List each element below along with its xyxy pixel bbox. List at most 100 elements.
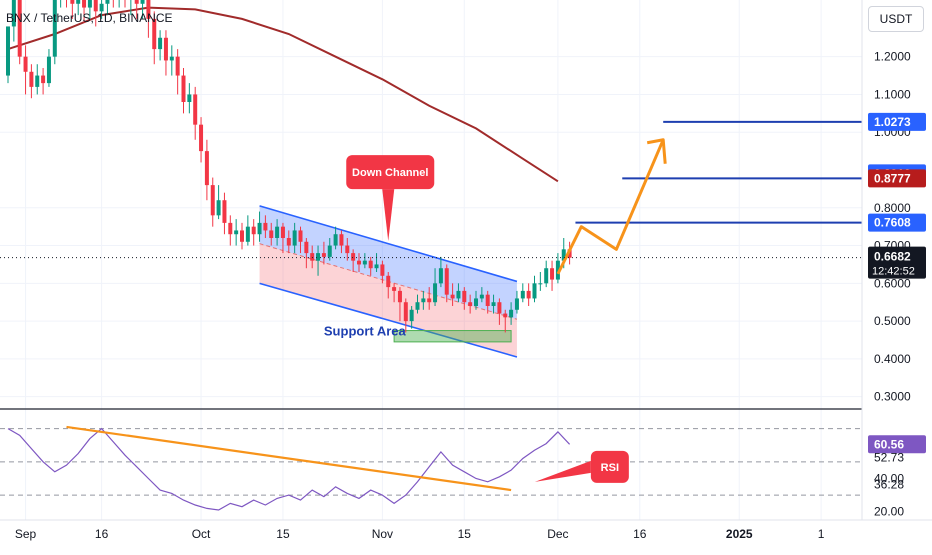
candle-body xyxy=(210,185,215,216)
candle-body xyxy=(555,260,560,280)
candle-body xyxy=(99,3,104,12)
projection-arrowhead xyxy=(646,138,667,164)
candles xyxy=(6,0,572,333)
time-tick-label: 1 xyxy=(818,527,825,541)
candle-body xyxy=(134,0,139,4)
candle-body xyxy=(269,230,274,238)
candle-body xyxy=(386,275,391,288)
candle-body xyxy=(310,253,315,261)
candle-body xyxy=(152,18,157,50)
candle-body xyxy=(23,56,28,72)
candle-body xyxy=(491,302,496,306)
price-tick-label: 0.8000 xyxy=(874,201,911,215)
candle-body xyxy=(550,268,555,280)
candle-body xyxy=(193,94,198,125)
candle-body xyxy=(199,124,204,152)
candle-body xyxy=(456,290,461,299)
candle-body xyxy=(292,230,297,246)
candle-body xyxy=(146,0,151,19)
price-tag-bg xyxy=(868,169,926,188)
candle-body xyxy=(333,234,338,246)
time-tick-label: Oct xyxy=(192,527,211,541)
candle-body xyxy=(526,290,531,299)
candle-body xyxy=(204,151,209,186)
drawing-overlays: Down Channel Support Area xyxy=(0,120,862,338)
candle-body xyxy=(479,294,484,299)
candle-body xyxy=(41,75,46,84)
time-axis[interactable]: Sep 16 Oct 15 Nov 15 Dec 16 2025 1 xyxy=(0,519,932,541)
candle-body xyxy=(29,71,34,87)
candle-body xyxy=(316,253,321,261)
candle-body xyxy=(561,249,566,261)
candle-body xyxy=(450,294,455,299)
symbol-title[interactable]: BNX / TetherUS, 1D, BINANCE xyxy=(6,11,173,25)
candle-body xyxy=(514,298,519,310)
candle-body xyxy=(362,260,367,265)
price-tag-label: 0.8777 xyxy=(874,171,911,185)
candle-body xyxy=(392,287,397,291)
candle-body xyxy=(438,268,443,284)
rsi-pane: RSI xyxy=(0,408,932,511)
time-tick-label: 15 xyxy=(276,527,290,541)
price-tick-label: 0.6000 xyxy=(874,276,911,290)
candle-body xyxy=(163,37,168,61)
projection-path xyxy=(556,139,665,275)
time-tick-label: 16 xyxy=(95,527,109,541)
candle-body xyxy=(82,0,87,8)
current-price-label: 0.6682 xyxy=(874,250,911,264)
candle-body xyxy=(46,56,51,84)
candle-body xyxy=(240,230,244,242)
candle-body xyxy=(462,290,467,303)
candle-body xyxy=(485,294,490,306)
candle-body xyxy=(6,26,10,76)
candle-body xyxy=(304,241,309,254)
candle-body xyxy=(17,0,22,57)
candle-body xyxy=(415,302,420,310)
candle-body xyxy=(216,200,221,216)
candle-body xyxy=(345,245,350,254)
currency-button[interactable]: USDT xyxy=(868,6,924,32)
candle-body xyxy=(234,230,239,235)
time-tick-label: 15 xyxy=(458,527,472,541)
rsi-callout-pointer xyxy=(534,460,591,482)
candle-body xyxy=(497,302,502,314)
candle-body xyxy=(351,253,356,261)
channel-upper-line xyxy=(259,205,518,283)
price-tick-label: 0.5000 xyxy=(874,314,911,328)
time-tick-label: Sep xyxy=(15,527,37,541)
price-tag-bg xyxy=(868,112,926,131)
candle-body xyxy=(433,283,438,303)
candle-body xyxy=(409,309,414,322)
down-channel-label: Down Channel xyxy=(352,167,428,179)
candle-body xyxy=(11,0,16,27)
support-area-label: Support Area xyxy=(324,323,407,338)
candle-body xyxy=(503,313,508,318)
candle-body xyxy=(251,226,256,235)
price-tag-label: 0.7608 xyxy=(874,216,911,230)
candle-body xyxy=(275,226,280,238)
current-price-tag-bg xyxy=(868,246,926,279)
candle-body xyxy=(339,234,344,246)
rsi-line xyxy=(7,427,571,511)
candle-body xyxy=(228,222,233,235)
down-channel-callout-pointer xyxy=(382,189,395,242)
candle-body xyxy=(321,253,326,257)
candle-body xyxy=(286,238,291,246)
candle-body xyxy=(327,245,332,257)
down-channel-callout-bg xyxy=(346,155,435,190)
rsi-tick-label: 36.28 xyxy=(874,478,904,492)
candle-body xyxy=(35,75,40,87)
candle-body xyxy=(520,290,525,299)
candle-body xyxy=(357,260,361,265)
candle-body xyxy=(222,200,227,223)
price-tag-label: 1.0273 xyxy=(874,115,911,129)
time-tick-label: Nov xyxy=(372,527,393,541)
candle-body xyxy=(368,260,373,269)
candle-body xyxy=(158,37,163,50)
support-area-box xyxy=(393,330,512,343)
price-axis[interactable]: 1.20001.10001.00000.80000.70000.60000.50… xyxy=(861,0,932,550)
candle-body xyxy=(187,94,192,102)
price-tick-label: 1.2000 xyxy=(874,50,911,64)
